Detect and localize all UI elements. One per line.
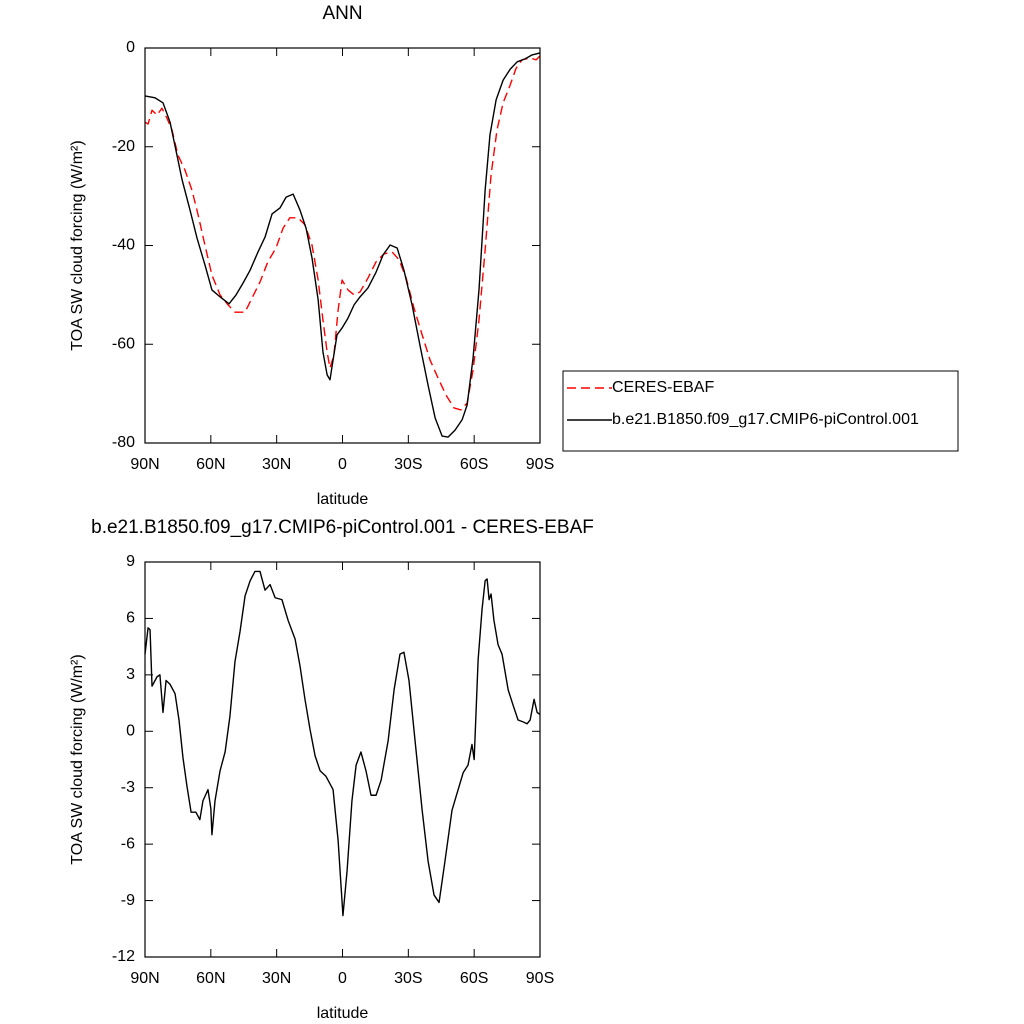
x-tick-label: 0	[338, 970, 347, 987]
y-tick-label: -6	[121, 835, 135, 852]
x-tick-label: 90S	[526, 970, 554, 987]
y-axis-label: TOA SW cloud forcing (W/m²)	[69, 140, 86, 350]
x-tick-label: 60N	[196, 970, 225, 987]
y-tick-label: -20	[112, 138, 135, 155]
x-tick-label: 30S	[394, 970, 422, 987]
x-tick-label: 60N	[196, 456, 225, 473]
x-tick-label: 90N	[130, 970, 159, 987]
x-tick-label: 60S	[460, 456, 488, 473]
y-tick-label: -12	[112, 948, 135, 965]
y-tick-label: 0	[126, 723, 135, 740]
x-tick-label: 90N	[130, 456, 159, 473]
legend-label: CERES-EBAF	[612, 379, 714, 396]
y-tick-label: 0	[126, 39, 135, 56]
legend-box	[562, 370, 959, 452]
y-tick-label: 3	[126, 666, 135, 683]
x-tick-label: 60S	[460, 970, 488, 987]
chart-title: b.e21.B1850.f09_g17.CMIP6-piControl.001 …	[91, 517, 594, 538]
legend-label: b.e21.B1850.f09_g17.CMIP6-piControl.001	[612, 411, 919, 428]
y-tick-label: 6	[126, 610, 135, 627]
y-tick-label: -60	[112, 335, 135, 352]
x-axis-label: latitude	[317, 1005, 369, 1022]
series-line	[144, 570, 541, 917]
x-tick-label: 90S	[526, 456, 554, 473]
y-axis-label: TOA SW cloud forcing (W/m²)	[69, 654, 86, 864]
plot-frame	[144, 47, 541, 444]
x-tick-label: 0	[338, 456, 347, 473]
series-line	[144, 55, 541, 411]
x-axis-label: latitude	[317, 491, 369, 508]
y-tick-label: -80	[112, 434, 135, 451]
y-tick-label: -9	[121, 892, 135, 909]
y-tick-label: 9	[126, 553, 135, 570]
y-tick-label: -40	[112, 237, 135, 254]
chart-title: ANN	[322, 3, 362, 24]
y-tick-label: -3	[121, 779, 135, 796]
plot-frame	[144, 561, 541, 958]
series-line	[144, 52, 541, 438]
x-tick-label: 30N	[262, 970, 291, 987]
x-tick-label: 30S	[394, 456, 422, 473]
x-tick-label: 30N	[262, 456, 291, 473]
